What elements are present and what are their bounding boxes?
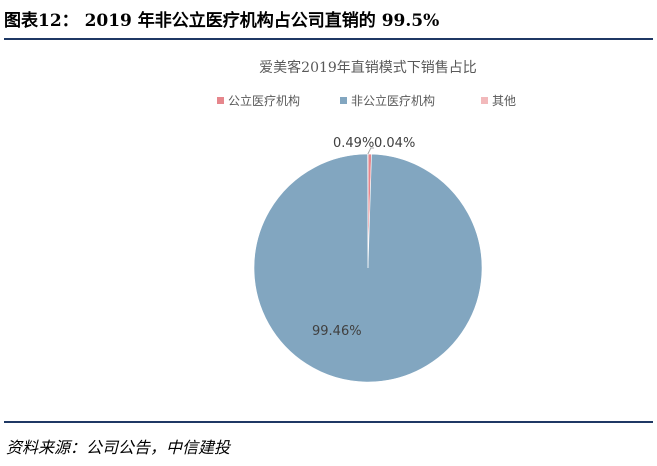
chart-legend: 公立医疗机构 非公立医疗机构 其他 (217, 93, 516, 108)
source-divider (4, 421, 653, 423)
legend-label-0: 公立医疗机构 (228, 93, 300, 108)
data-label-2: 0.04% (374, 136, 415, 151)
legend-swatch-2 (481, 97, 488, 104)
chart-title: 爱美客2019年直销模式下销售占比 (259, 59, 477, 76)
pie-chart: 爱美客2019年直销模式下销售占比 公立医疗机构 非公立医疗机构 其他 0.49% 0… (217, 59, 516, 383)
data-label-1: 99.46% (312, 324, 362, 339)
data-label-0: 0.49% (333, 136, 374, 151)
pie-data-labels: 0.49% 0.04% 99.46% (312, 136, 415, 339)
legend-label-2: 其他 (492, 94, 516, 108)
label-leader-line (367, 147, 374, 155)
figure-title: 图表12： 2019 年非公立医疗机构占公司直销的 99.5% (4, 11, 440, 31)
legend-label-1: 非公立医疗机构 (351, 93, 435, 108)
pie-slices (253, 153, 483, 383)
legend-swatch-1 (340, 97, 347, 104)
title-divider (4, 38, 653, 40)
legend-swatch-0 (217, 97, 224, 104)
source-note: 资料来源：公司公告，中信建投 (6, 438, 231, 457)
